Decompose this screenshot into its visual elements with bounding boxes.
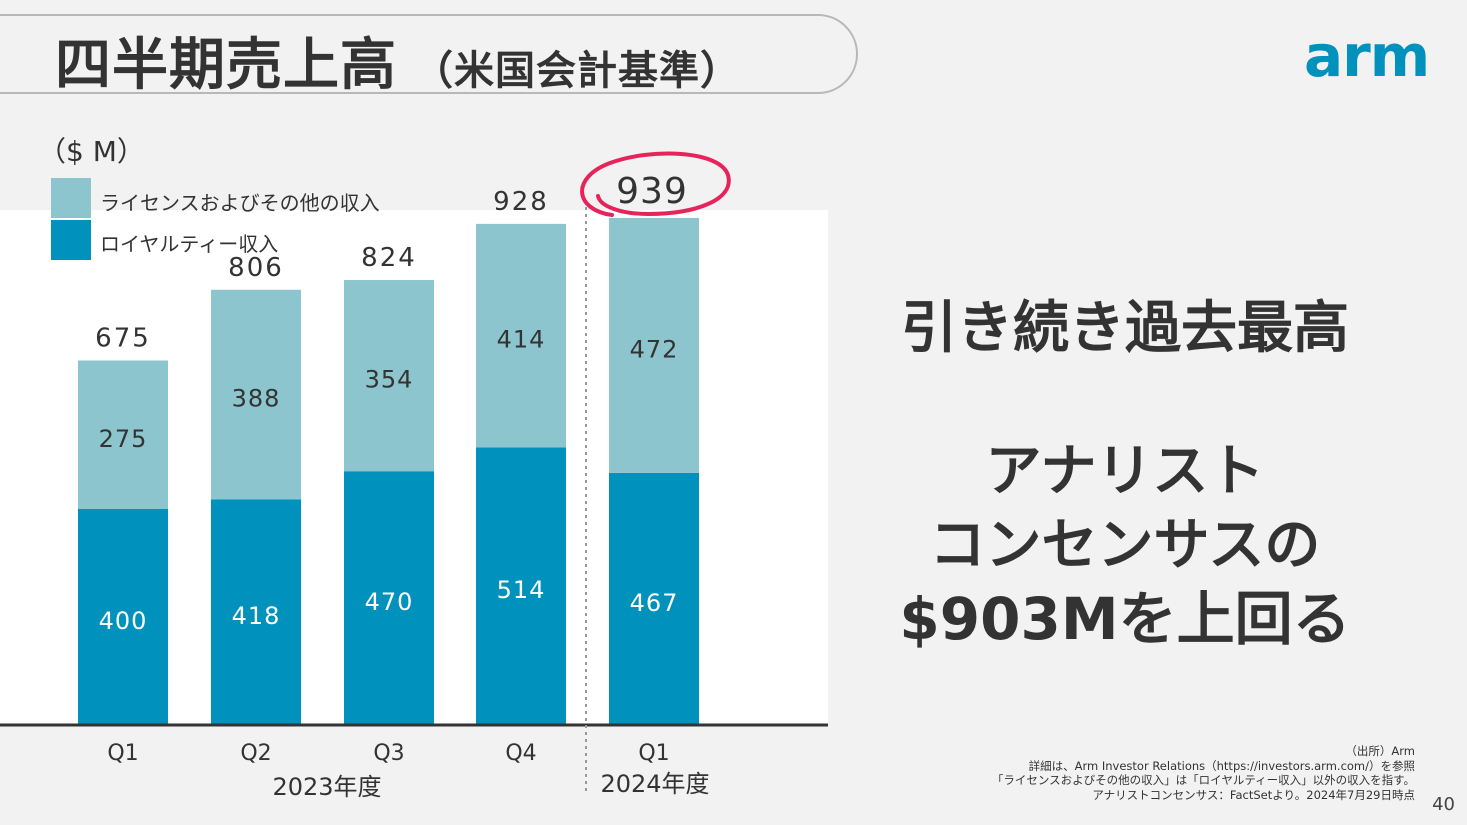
data-label-royalty: 400 <box>99 607 148 635</box>
group-label: 2023年度 <box>272 773 381 801</box>
group-label: 2024年度 <box>600 770 709 798</box>
bar-royalty <box>78 509 168 725</box>
slide-title: 四半期売上高 （米国会計基準） <box>55 20 741 101</box>
highlight-circle <box>580 151 731 217</box>
bar-license <box>78 360 168 509</box>
callout-record-high: 引き続き過去最高 <box>901 296 1349 361</box>
total-label: 675 <box>95 324 151 354</box>
title-frame <box>0 14 858 94</box>
unit-label: （$ M） <box>38 135 145 168</box>
title-text: 四半期売上高 <box>55 33 397 98</box>
x-tick-label: Q2 <box>240 741 271 766</box>
footnotes: （出所）Arm 詳細は、Arm Investor Relations（https… <box>992 744 1415 802</box>
legend-swatch-royalty <box>51 220 91 260</box>
callout-analyst: アナリスト <box>985 439 1265 504</box>
data-label-royalty: 514 <box>497 576 546 604</box>
total-label: 824 <box>361 243 417 273</box>
bar-royalty <box>211 499 301 725</box>
legend-swatch-license <box>51 178 91 218</box>
bar-royalty <box>609 472 699 725</box>
bar-license <box>211 289 301 500</box>
footnote-source: （出所）Arm <box>1345 744 1415 758</box>
data-label-license: 354 <box>365 366 414 394</box>
bar-license <box>476 223 566 448</box>
data-label-royalty: 470 <box>365 588 414 616</box>
bar-royalty <box>344 471 434 725</box>
bar-royalty <box>476 447 566 725</box>
total-label: 928 <box>493 187 549 217</box>
legend-label-royalty: ロイヤルティー収入 <box>100 232 279 256</box>
data-label-license: 388 <box>232 385 281 413</box>
data-label-royalty: 467 <box>630 589 679 617</box>
stacked-bar-chart: 400 275 675 Q1 418 388 806 Q2 470 354 824 Q3 514 414 9… <box>0 151 828 801</box>
bar-license <box>344 280 434 472</box>
callout-consensus: コンセンサスの <box>929 513 1321 578</box>
page-number: 40 <box>1432 794 1455 815</box>
callout-exceeds: $903Mを上回る <box>899 585 1351 653</box>
bar-license <box>609 217 699 473</box>
title-subtext: （米国会計基準） <box>413 48 741 94</box>
x-tick-label: Q1 <box>107 741 138 766</box>
footnote-consensus: アナリストコンセンサス：FactSetより。2024年7月29日時点 <box>1092 787 1415 802</box>
footnote-definition: 「ライセンスおよびその他の収入」は「ロイヤルティー収入」以外の収入を指す。 <box>991 773 1415 787</box>
x-tick-label: Q3 <box>373 741 404 766</box>
arm-logo: arm <box>1304 22 1430 90</box>
data-label-license: 275 <box>99 425 148 453</box>
legend-label-license: ライセンスおよびその他の収入 <box>100 191 380 215</box>
footnote-details: 詳細は、Arm Investor Relations（https://inves… <box>1028 758 1415 773</box>
x-tick-label: Q4 <box>505 741 536 766</box>
data-label-license: 472 <box>630 335 679 363</box>
total-label-highlighted: 939 <box>616 171 688 212</box>
data-label-royalty: 418 <box>232 602 281 630</box>
data-label-license: 414 <box>497 326 546 354</box>
total-label: 806 <box>228 253 284 283</box>
x-tick-label: Q1 <box>638 741 669 766</box>
